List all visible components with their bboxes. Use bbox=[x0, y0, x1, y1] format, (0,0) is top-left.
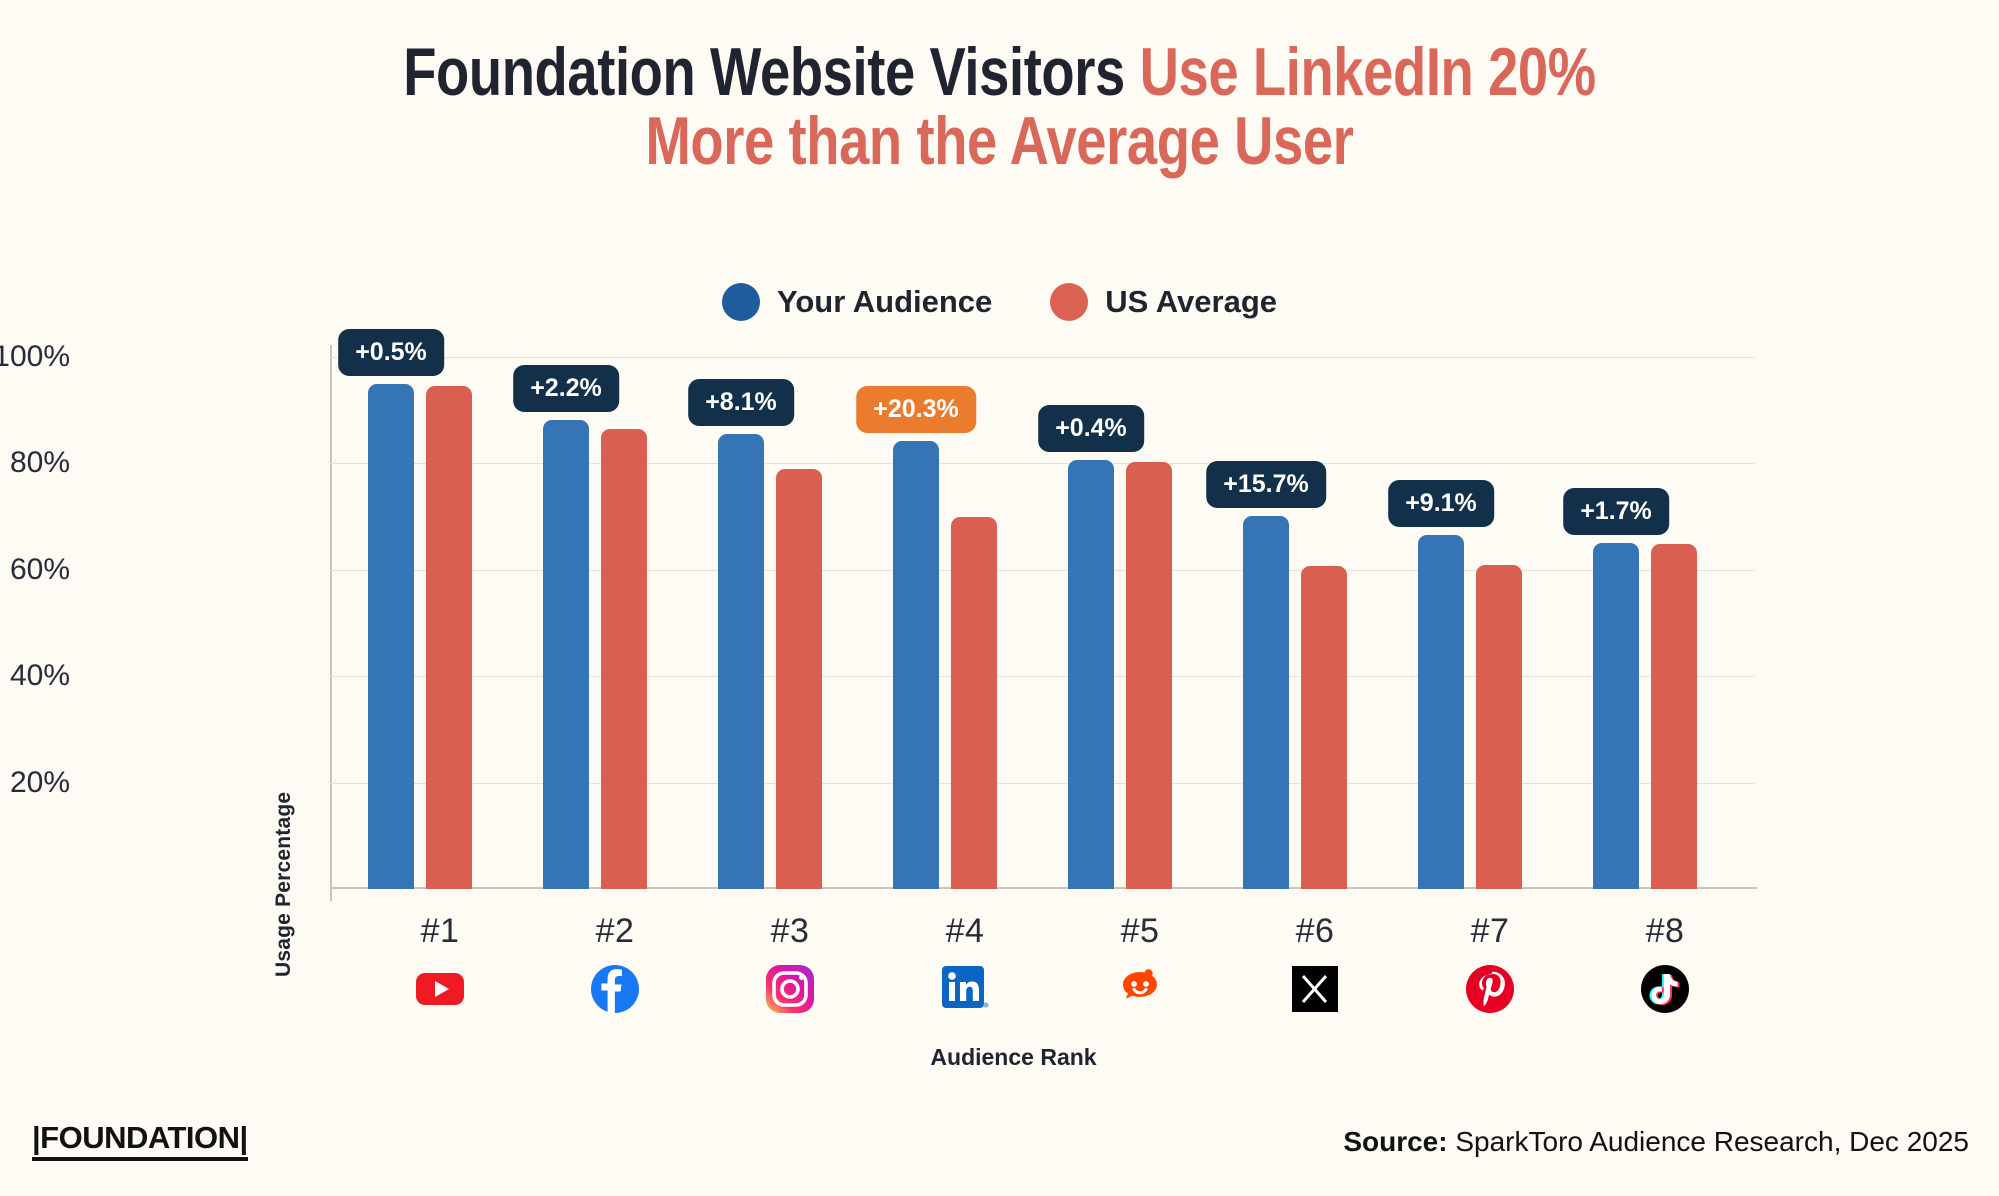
gridline bbox=[330, 463, 1755, 465]
legend-label: US Average bbox=[1105, 284, 1278, 319]
instagram-icon bbox=[710, 963, 870, 1015]
x-axis-category: #7 bbox=[1410, 912, 1570, 1015]
tiktok-icon bbox=[1585, 963, 1745, 1015]
bar-us-average[interactable] bbox=[601, 428, 647, 889]
bar-us-average[interactable] bbox=[426, 386, 472, 889]
x-axis-rank-label: #5 bbox=[1120, 912, 1160, 950]
delta-badge: +8.1% bbox=[688, 379, 794, 427]
x-axis-rank-label: #1 bbox=[420, 912, 460, 950]
delta-badge: +0.5% bbox=[338, 328, 444, 376]
bar-group: +1.7% bbox=[1563, 357, 1697, 889]
delta-badge-highlighted: +20.3% bbox=[856, 385, 976, 433]
bar-group: +2.2% bbox=[513, 357, 647, 889]
gridline bbox=[330, 357, 1755, 358]
bar-us-average[interactable] bbox=[1301, 566, 1347, 889]
linkedin-icon bbox=[885, 963, 1045, 1015]
legend-label: Your Audience bbox=[776, 284, 993, 319]
y-axis-tick-label: 60% bbox=[9, 552, 70, 586]
x-axis-rank-label: #8 bbox=[1645, 912, 1685, 950]
delta-badge: +1.7% bbox=[1563, 488, 1669, 536]
bar-your-audience[interactable] bbox=[1418, 535, 1464, 889]
x-axis-category: #4 bbox=[885, 912, 1045, 1015]
x-axis-category: #2 bbox=[535, 912, 695, 1015]
bar-group: +20.3% bbox=[856, 357, 997, 889]
reddit-icon bbox=[1060, 963, 1220, 1015]
source-attribution: Source: SparkToro Audience Research, Dec… bbox=[1343, 1126, 1969, 1158]
pinterest-icon bbox=[1410, 963, 1570, 1015]
bar-group: +9.1% bbox=[1388, 357, 1522, 889]
bar-group: +15.7% bbox=[1206, 357, 1347, 889]
x-icon bbox=[1235, 963, 1395, 1015]
chart-legend: Your Audience US Average bbox=[0, 283, 1999, 321]
source-label: Source: bbox=[1343, 1126, 1448, 1157]
title-red-text: Use LinkedIn 20% bbox=[1139, 34, 1597, 110]
x-axis-category: #6 bbox=[1235, 912, 1395, 1015]
x-axis-rank-label: #3 bbox=[770, 912, 810, 950]
title-line-2: More than the Average User bbox=[645, 103, 1354, 180]
title-dark-text: Foundation Website Visitors bbox=[403, 34, 1140, 110]
gridline bbox=[330, 569, 1755, 571]
bar-us-average[interactable] bbox=[776, 468, 822, 889]
x-axis-line bbox=[330, 887, 1757, 889]
x-axis-rank-label: #7 bbox=[1470, 912, 1510, 950]
y-axis-tick-label: 100% bbox=[0, 340, 70, 373]
bar-us-average[interactable] bbox=[1651, 544, 1697, 889]
bar-group: +8.1% bbox=[688, 357, 822, 889]
youtube-icon bbox=[360, 963, 520, 1015]
x-axis-rank-label: #2 bbox=[595, 912, 635, 950]
legend-swatch-circle-icon bbox=[721, 283, 760, 321]
y-axis-tick-label: 40% bbox=[9, 659, 70, 693]
x-axis-title: Audience Rank bbox=[0, 1044, 1999, 1071]
gridline bbox=[330, 782, 1755, 784]
x-axis-title-text: Audience Rank bbox=[930, 1044, 1097, 1070]
bar-your-audience[interactable] bbox=[368, 383, 414, 889]
x-axis-category: #3 bbox=[710, 912, 870, 1015]
gridline bbox=[330, 676, 1755, 678]
bar-us-average[interactable] bbox=[1476, 565, 1522, 889]
bar-your-audience[interactable] bbox=[718, 434, 764, 889]
bar-your-audience[interactable] bbox=[893, 440, 939, 889]
facebook-icon bbox=[535, 963, 695, 1015]
y-axis-tick-label: 20% bbox=[9, 765, 70, 799]
legend-swatch-circle-icon bbox=[1050, 283, 1089, 321]
x-axis-rank-label: #6 bbox=[1295, 912, 1335, 950]
page-title: Foundation Website Visitors Use LinkedIn… bbox=[0, 37, 1999, 180]
x-axis-category: #5 bbox=[1060, 912, 1220, 1015]
bar-group: +0.5% bbox=[338, 328, 472, 889]
bar-your-audience[interactable] bbox=[1243, 516, 1289, 889]
delta-badge: +9.1% bbox=[1388, 480, 1494, 528]
y-axis-tick-label: 80% bbox=[9, 446, 70, 480]
delta-badge: +0.4% bbox=[1038, 404, 1144, 452]
delta-badge: +2.2% bbox=[513, 364, 619, 412]
chart-plot-area: Usage Percentage 20% 40% 60% 80% 100% +0.5% +2… bbox=[0, 328, 1755, 977]
x-axis-rank-label: #4 bbox=[945, 912, 985, 950]
source-text: SparkToro Audience Research, Dec 2025 bbox=[1447, 1126, 1969, 1157]
bar-us-average[interactable] bbox=[951, 516, 997, 889]
delta-badge: +15.7% bbox=[1206, 461, 1326, 509]
bar-group: +0.4% bbox=[1038, 357, 1172, 889]
bar-us-average[interactable] bbox=[1126, 461, 1172, 889]
x-axis-category: #8 bbox=[1585, 912, 1745, 1015]
title-line-1: Foundation Website Visitors Use LinkedIn… bbox=[200, 37, 1799, 107]
y-axis-title: Usage Percentage bbox=[272, 791, 295, 977]
bar-your-audience[interactable] bbox=[1068, 459, 1114, 889]
x-axis-category: #1 bbox=[360, 912, 520, 1015]
legend-item-us-average[interactable]: US Average bbox=[1050, 283, 1277, 321]
bar-your-audience[interactable] bbox=[543, 419, 589, 889]
bar-your-audience[interactable] bbox=[1593, 543, 1639, 889]
foundation-logo: |FOUNDATION| bbox=[32, 1122, 248, 1161]
y-axis-line bbox=[330, 345, 332, 901]
legend-item-your-audience[interactable]: Your Audience bbox=[721, 283, 993, 321]
